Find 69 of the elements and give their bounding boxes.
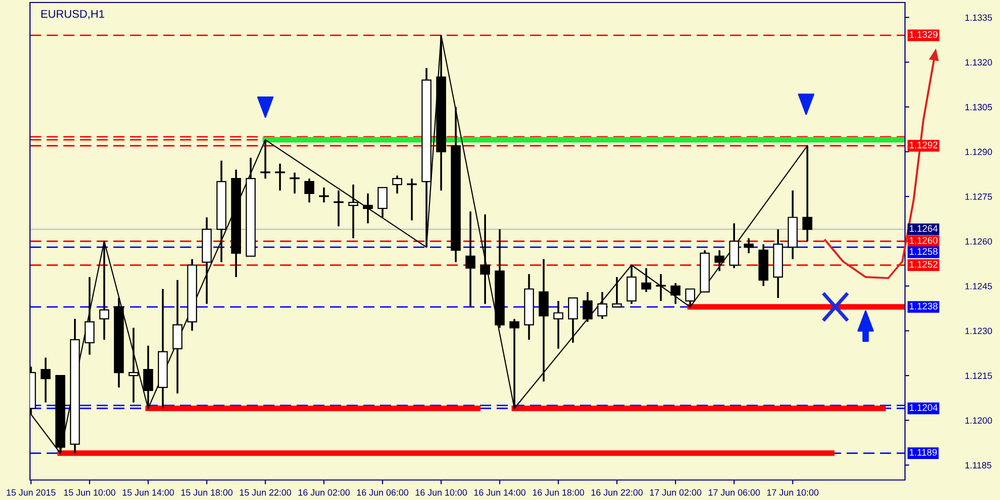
candlestick (334, 190, 344, 228)
candlestick (670, 282, 680, 305)
ref-line-label: 1.1329 (910, 31, 938, 38)
candlestick (729, 222, 740, 270)
candlestick (641, 267, 652, 293)
candlestick (378, 186, 388, 218)
candlestick (318, 186, 329, 204)
candlestick (275, 162, 285, 192)
candlestick (685, 288, 696, 308)
candlestick (290, 172, 300, 194)
ref-line-label: 1.1292 (910, 142, 938, 148)
candlestick (260, 138, 270, 180)
candlestick (714, 249, 724, 272)
y-tick-label: 1.1260 (965, 238, 992, 245)
x-tick-label: 17 Jun 10:00 (767, 489, 818, 496)
x-tick-label: 16 Jun 14:00 (474, 489, 526, 496)
y-tick-label: 1.1200 (965, 417, 992, 424)
candlestick (509, 318, 520, 410)
y-tick-label: 1.1230 (965, 328, 992, 334)
x-tick-label: 16 Jun 18:00 (532, 489, 584, 496)
candlestick (538, 258, 549, 382)
text: EURUSD,H1 (41, 10, 104, 20)
candlestick (597, 291, 608, 320)
x-tick-label: 15 Jun 18:00 (181, 489, 233, 496)
x-tick-label: 15 Jun 10:00 (64, 489, 116, 496)
x-tick-label: 17 Jun 06:00 (708, 489, 760, 496)
candlestick (406, 178, 417, 222)
ref-line-label: 1.1258 (910, 248, 938, 255)
candlestick (172, 279, 182, 394)
ref-line-label: 1.1264 (910, 225, 938, 232)
x-tick-label: 16 Jun 02:00 (298, 489, 350, 496)
candlestick (99, 240, 110, 341)
x-tick-label: 17 Jun 02:00 (650, 489, 702, 496)
x-tick-label: 16 Jun 22:00 (592, 489, 643, 496)
ref-line-label: 1.1189 (910, 448, 937, 456)
candlestick (392, 174, 402, 194)
candlestick (348, 184, 358, 240)
y-tick-label: 1.1290 (965, 148, 992, 156)
y-tick-label: 1.1215 (965, 372, 992, 379)
candlestick (582, 291, 593, 323)
candlestick (465, 210, 476, 308)
ref-line-label: 1.1260 (910, 237, 938, 244)
y-tick-label: 1.1335 (965, 14, 992, 21)
candlestick (744, 237, 754, 254)
candlestick (128, 326, 138, 404)
y-tick-label: 1.1305 (965, 104, 992, 110)
candlestick (568, 297, 578, 344)
y-tick-label: 1.1275 (965, 193, 992, 200)
x-tick-label: 16 Jun 10:00 (416, 489, 467, 496)
x-tick-label: 15 Jun 2015 (6, 489, 56, 496)
ref-line-label: 1.1238 (910, 302, 938, 310)
y-tick-label: 1.1320 (965, 59, 992, 66)
candlestick (656, 273, 666, 302)
y-tick-label: 1.1245 (965, 282, 992, 290)
candlestick (40, 356, 51, 404)
candlestick (612, 276, 622, 308)
ref-line-label: 1.1252 (910, 260, 938, 268)
y-tick-label: 1.1185 (965, 462, 992, 468)
candlestick (304, 178, 314, 204)
ref-line-label: 1.1204 (910, 404, 938, 411)
candlestick (362, 192, 373, 224)
x-tick-label: 16 Jun 06:00 (357, 489, 408, 496)
candlestick (84, 276, 95, 356)
candlestick (626, 264, 637, 305)
candlestick (143, 344, 154, 410)
x-tick-label: 15 Jun 14:00 (122, 489, 174, 496)
x-tick-label: 15 Jun 22:00 (240, 489, 292, 496)
candlestick (553, 300, 564, 350)
candlestick (480, 213, 490, 305)
